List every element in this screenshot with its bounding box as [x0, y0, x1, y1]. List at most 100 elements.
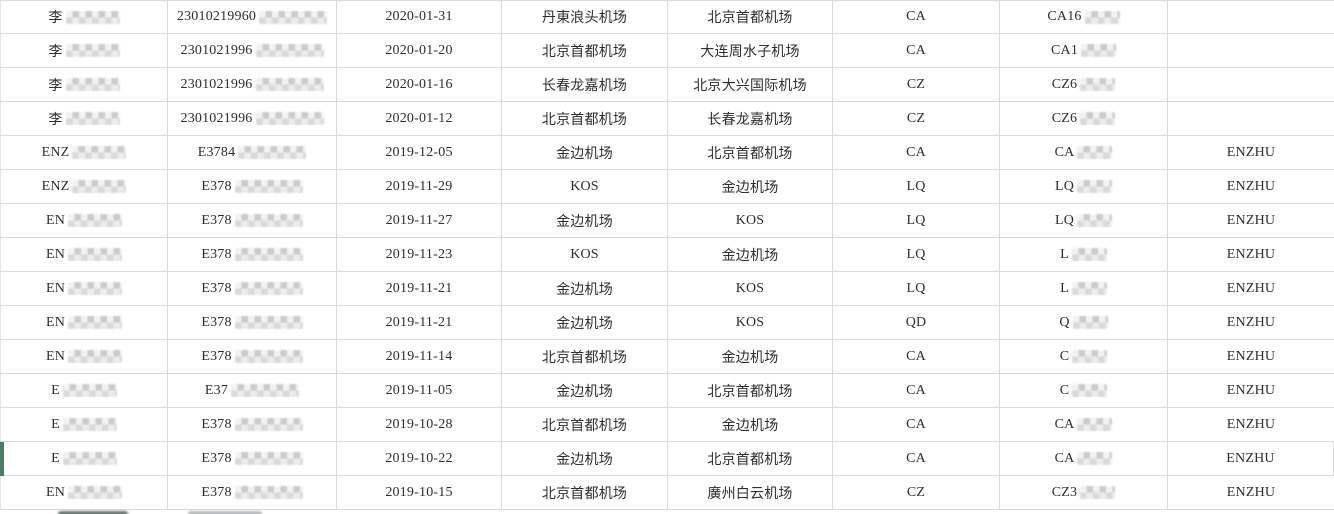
cell-flight-number[interactable]: Q [1000, 306, 1168, 339]
cell-passenger-name-en[interactable]: ENZHU [1168, 136, 1334, 169]
cell-arrival-airport[interactable]: 长春龙嘉机场 [668, 102, 833, 135]
cell-passenger-name[interactable]: EN [0, 272, 168, 305]
cell-passenger-name[interactable]: E [0, 374, 168, 407]
cell-passenger-name-en[interactable]: ENZHU [1168, 442, 1334, 475]
cell-flight-date[interactable]: 2020-01-16 [337, 68, 502, 101]
table-row[interactable]: ENZ E378 2019-11-29 KOS 金边机场 LQ LQ ENZHU [0, 170, 1334, 204]
cell-flight-date[interactable]: 2019-11-23 [337, 238, 502, 271]
cell-flight-number[interactable]: CA16 [1000, 1, 1168, 33]
cell-departure-airport[interactable]: 北京首都机场 [502, 476, 668, 509]
cell-passenger-name-en[interactable]: ENZHU [1168, 170, 1334, 203]
table-row[interactable]: EN E378 2019-10-15 北京首都机场 廣州白云机场 CZ CZ3 … [0, 476, 1334, 510]
cell-departure-airport[interactable]: KOS [502, 170, 668, 203]
cell-airline-code[interactable]: CA [833, 34, 1000, 67]
cell-id-number[interactable]: E3784 [168, 136, 337, 169]
cell-airline-code[interactable]: LQ [833, 170, 1000, 203]
cell-flight-number[interactable]: L [1000, 238, 1168, 271]
cell-flight-date[interactable]: 2020-01-31 [337, 1, 502, 33]
cell-passenger-name[interactable]: 李 [0, 34, 168, 67]
cell-departure-airport[interactable]: 金边机场 [502, 374, 668, 407]
cell-arrival-airport[interactable]: KOS [668, 204, 833, 237]
cell-id-number[interactable]: 23010219960 [168, 1, 337, 33]
cell-flight-date[interactable]: 2019-11-29 [337, 170, 502, 203]
cell-passenger-name-en[interactable] [1168, 34, 1334, 67]
table-row[interactable]: E E378 2019-10-28 北京首都机场 金边机场 CA CA ENZH… [0, 408, 1334, 442]
cell-arrival-airport[interactable]: 北京首都机场 [668, 442, 833, 475]
cell-flight-date[interactable]: 2019-10-15 [337, 476, 502, 509]
cell-departure-airport[interactable]: 丹東浪头机场 [502, 1, 668, 33]
cell-departure-airport[interactable]: 金边机场 [502, 272, 668, 305]
cell-flight-number[interactable]: CA1 [1000, 34, 1168, 67]
cell-flight-number[interactable]: C [1000, 374, 1168, 407]
cell-arrival-airport[interactable]: 大连周水子机场 [668, 34, 833, 67]
cell-arrival-airport[interactable]: 北京大兴国际机场 [668, 68, 833, 101]
cell-id-number[interactable]: E37 [168, 374, 337, 407]
cell-flight-date[interactable]: 2019-11-14 [337, 340, 502, 373]
cell-passenger-name[interactable]: 李 [0, 68, 168, 101]
cell-flight-number[interactable]: CZ6 [1000, 102, 1168, 135]
table-row[interactable]: EN E378 2019-11-21 金边机场 KOS QD Q ENZHU [0, 306, 1334, 340]
cell-departure-airport[interactable]: KOS [502, 238, 668, 271]
cell-flight-number[interactable]: LQ [1000, 204, 1168, 237]
cell-flight-date[interactable]: 2019-10-28 [337, 408, 502, 441]
cell-passenger-name[interactable]: EN [0, 306, 168, 339]
cell-airline-code[interactable]: CA [833, 1, 1000, 33]
cell-airline-code[interactable]: CA [833, 408, 1000, 441]
cell-flight-date[interactable]: 2020-01-12 [337, 102, 502, 135]
cell-flight-date[interactable]: 2019-10-22 [337, 442, 502, 475]
cell-flight-number[interactable]: CZ3 [1000, 476, 1168, 509]
cell-passenger-name[interactable]: EN [0, 238, 168, 271]
cell-id-number[interactable]: E378 [168, 204, 337, 237]
cell-id-number[interactable]: E378 [168, 340, 337, 373]
cell-id-number[interactable]: E378 [168, 442, 337, 475]
cell-passenger-name[interactable]: E [0, 442, 168, 475]
cell-departure-airport[interactable]: 金边机场 [502, 136, 668, 169]
cell-flight-number[interactable]: CZ6 [1000, 68, 1168, 101]
cell-arrival-airport[interactable]: 北京首都机场 [668, 136, 833, 169]
cell-passenger-name-en[interactable] [1168, 102, 1334, 135]
cell-id-number[interactable]: 2301021996 [168, 102, 337, 135]
cell-airline-code[interactable]: LQ [833, 238, 1000, 271]
cell-passenger-name-en[interactable]: ENZHU [1168, 272, 1334, 305]
cell-passenger-name[interactable]: EN [0, 204, 168, 237]
cell-id-number[interactable]: E378 [168, 170, 337, 203]
cell-arrival-airport[interactable]: KOS [668, 306, 833, 339]
cell-id-number[interactable]: E378 [168, 238, 337, 271]
cell-airline-code[interactable]: CA [833, 340, 1000, 373]
cell-passenger-name[interactable]: ENZ [0, 170, 168, 203]
cell-passenger-name-en[interactable]: ENZHU [1168, 340, 1334, 373]
cell-arrival-airport[interactable]: KOS [668, 272, 833, 305]
cell-passenger-name[interactable]: 李 [0, 102, 168, 135]
cell-arrival-airport[interactable]: 北京首都机场 [668, 1, 833, 33]
cell-airline-code[interactable]: CZ [833, 476, 1000, 509]
table-row[interactable]: 李 2301021996 2020-01-16 长春龙嘉机场 北京大兴国际机场 … [0, 68, 1334, 102]
cell-airline-code[interactable]: CZ [833, 102, 1000, 135]
cell-flight-number[interactable]: LQ [1000, 170, 1168, 203]
cell-airline-code[interactable]: CA [833, 374, 1000, 407]
cell-arrival-airport[interactable]: 金边机场 [668, 238, 833, 271]
cell-flight-date[interactable]: 2019-11-05 [337, 374, 502, 407]
cell-airline-code[interactable]: CZ [833, 68, 1000, 101]
table-row[interactable]: E E37 2019-11-05 金边机场 北京首都机场 CA C ENZHU [0, 374, 1334, 408]
table-row[interactable]: 李 2301021996 2020-01-20 北京首都机场 大连周水子机场 C… [0, 34, 1334, 68]
cell-arrival-airport[interactable]: 金边机场 [668, 408, 833, 441]
table-row[interactable]: EN E378 2019-11-27 金边机场 KOS LQ LQ ENZHU [0, 204, 1334, 238]
cell-flight-date[interactable]: 2019-11-21 [337, 306, 502, 339]
table-row[interactable]: 李 2301021996 2020-01-12 北京首都机场 长春龙嘉机场 CZ… [0, 102, 1334, 136]
cell-passenger-name-en[interactable]: ENZHU [1168, 476, 1334, 509]
cell-flight-number[interactable]: CA [1000, 136, 1168, 169]
table-row[interactable]: EN E378 2019-11-21 金边机场 KOS LQ L ENZHU [0, 272, 1334, 306]
cell-passenger-name-en[interactable]: ENZHU [1168, 238, 1334, 271]
cell-departure-airport[interactable]: 金边机场 [502, 204, 668, 237]
cell-id-number[interactable]: E378 [168, 306, 337, 339]
cell-passenger-name[interactable]: EN [0, 476, 168, 509]
cell-airline-code[interactable]: LQ [833, 204, 1000, 237]
cell-passenger-name[interactable]: ENZ [0, 136, 168, 169]
cell-departure-airport[interactable]: 北京首都机场 [502, 102, 668, 135]
cell-passenger-name-en[interactable]: ENZHU [1168, 408, 1334, 441]
table-row[interactable]: EN E378 2019-11-14 北京首都机场 金边机场 CA C ENZH… [0, 340, 1334, 374]
cell-departure-airport[interactable]: 北京首都机场 [502, 408, 668, 441]
cell-departure-airport[interactable]: 长春龙嘉机场 [502, 68, 668, 101]
cell-flight-date[interactable]: 2020-01-20 [337, 34, 502, 67]
cell-id-number[interactable]: 2301021996 [168, 34, 337, 67]
